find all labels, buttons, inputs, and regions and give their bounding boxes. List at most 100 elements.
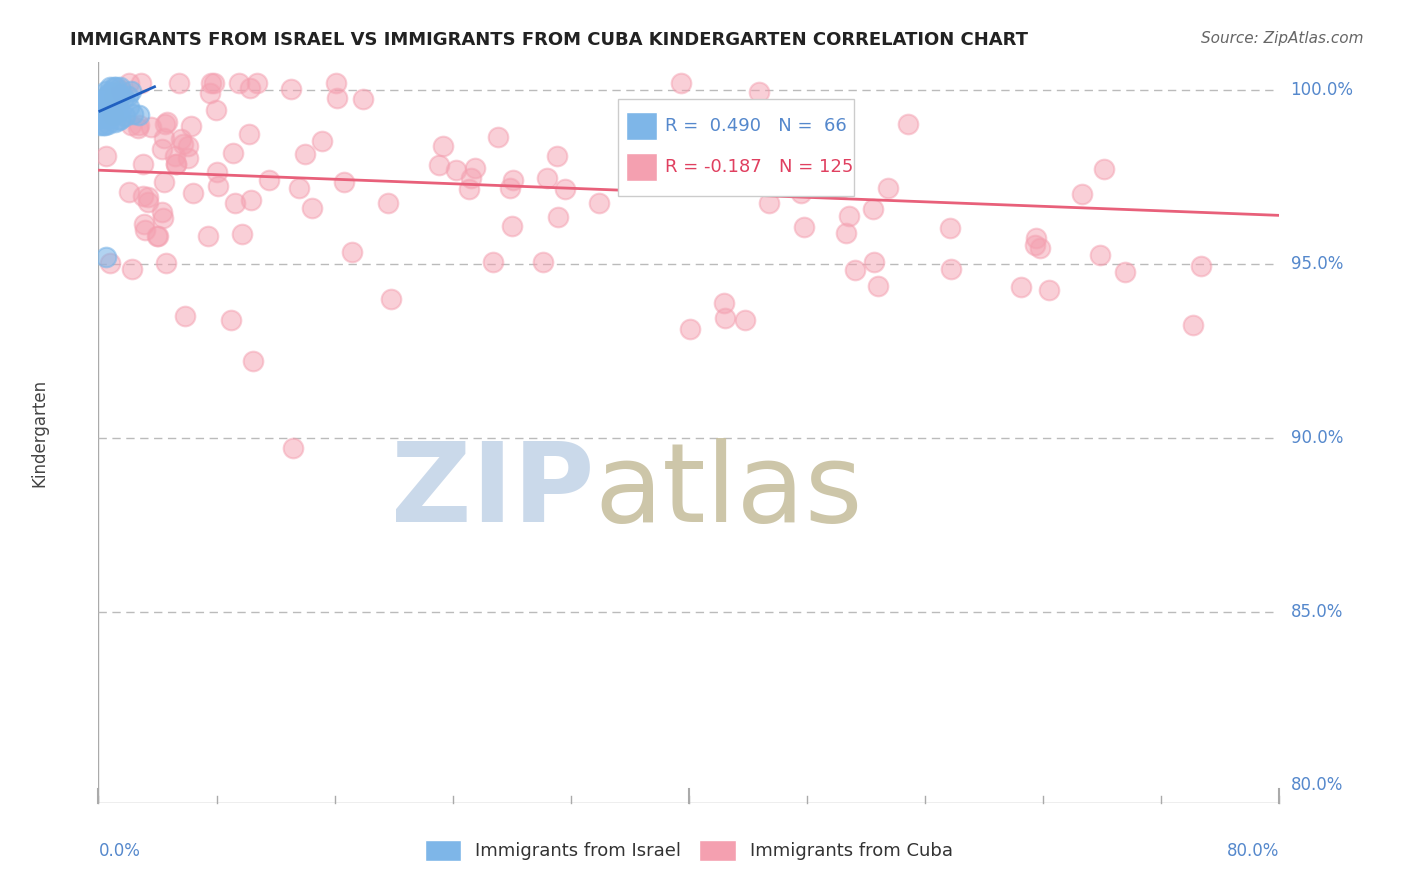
Point xyxy=(380,292,402,306)
Point xyxy=(94,250,117,264)
Point xyxy=(207,164,229,178)
Point xyxy=(91,95,114,110)
Point xyxy=(200,76,222,90)
Point xyxy=(93,93,115,107)
Point xyxy=(547,210,569,224)
Text: 80.0%: 80.0% xyxy=(1291,776,1343,795)
Point xyxy=(713,296,735,310)
Point xyxy=(131,189,153,203)
Point xyxy=(150,205,173,219)
Point xyxy=(1088,248,1111,262)
Point xyxy=(294,147,316,161)
Point xyxy=(101,108,124,122)
Point xyxy=(939,262,962,277)
Point xyxy=(174,309,197,323)
Point xyxy=(97,117,120,131)
Point xyxy=(101,87,124,101)
Point xyxy=(758,195,780,210)
FancyBboxPatch shape xyxy=(626,112,657,140)
Point xyxy=(129,76,152,90)
Text: Source: ZipAtlas.com: Source: ZipAtlas.com xyxy=(1201,31,1364,46)
Point xyxy=(122,107,145,121)
Point xyxy=(108,89,131,103)
Point xyxy=(98,93,121,107)
Point xyxy=(89,118,111,132)
Point xyxy=(482,255,505,269)
Point xyxy=(333,175,356,189)
Point xyxy=(198,86,221,100)
Point xyxy=(98,80,121,95)
Point xyxy=(242,354,264,368)
Point xyxy=(531,255,554,269)
FancyBboxPatch shape xyxy=(619,99,855,195)
Point xyxy=(1038,283,1060,297)
Point xyxy=(180,120,202,134)
Text: IMMIGRANTS FROM ISRAEL VS IMMIGRANTS FROM CUBA KINDERGARTEN CORRELATION CHART: IMMIGRANTS FROM ISRAEL VS IMMIGRANTS FRO… xyxy=(70,31,1028,49)
Point xyxy=(141,120,163,134)
Point xyxy=(546,149,568,163)
Point xyxy=(96,95,118,109)
Point xyxy=(121,261,143,276)
Point xyxy=(98,91,121,105)
Point xyxy=(281,442,304,456)
Point xyxy=(153,118,176,132)
Point xyxy=(120,118,142,132)
Point xyxy=(90,103,112,117)
Text: atlas: atlas xyxy=(595,438,863,545)
Point xyxy=(862,254,884,268)
Text: ZIP: ZIP xyxy=(391,438,595,545)
Point xyxy=(460,171,482,186)
Point xyxy=(103,90,125,104)
Point xyxy=(96,98,118,112)
Point xyxy=(104,92,127,106)
Text: 90.0%: 90.0% xyxy=(1291,429,1343,447)
Point xyxy=(152,211,174,226)
Point xyxy=(108,79,131,94)
Point xyxy=(588,195,610,210)
Text: 85.0%: 85.0% xyxy=(1291,603,1343,621)
Point xyxy=(896,117,918,131)
Point xyxy=(108,112,131,126)
Point xyxy=(98,256,121,270)
Point xyxy=(134,218,156,232)
Point xyxy=(740,154,762,169)
Point xyxy=(1024,238,1046,252)
Text: R = -0.187   N = 125: R = -0.187 N = 125 xyxy=(665,158,853,176)
Point xyxy=(301,201,323,215)
Point xyxy=(90,95,112,109)
Point xyxy=(446,163,468,178)
Point xyxy=(136,190,159,204)
Point xyxy=(100,108,122,122)
Point xyxy=(793,219,815,234)
Point xyxy=(150,142,173,156)
Point xyxy=(101,96,124,111)
Point xyxy=(501,219,523,233)
Point xyxy=(153,174,176,188)
Point xyxy=(128,108,150,122)
Point xyxy=(669,76,692,90)
Point xyxy=(94,148,117,162)
Point xyxy=(127,121,149,136)
Point xyxy=(128,118,150,132)
Point xyxy=(108,91,131,105)
Point xyxy=(288,180,311,194)
Point xyxy=(96,111,118,125)
Point xyxy=(114,109,136,123)
Point xyxy=(835,226,858,240)
Point xyxy=(103,79,125,94)
Text: Kindergarten: Kindergarten xyxy=(31,378,48,487)
Point xyxy=(94,103,117,117)
Point xyxy=(111,86,134,100)
Point xyxy=(104,93,127,107)
Point xyxy=(153,130,176,145)
Point xyxy=(94,99,117,113)
Point xyxy=(246,76,269,90)
Point xyxy=(536,170,558,185)
Point xyxy=(100,88,122,103)
Point xyxy=(117,89,139,103)
Point xyxy=(172,136,194,151)
Point xyxy=(205,103,228,118)
Point xyxy=(94,118,117,132)
Point xyxy=(838,209,860,223)
Text: 100.0%: 100.0% xyxy=(1291,81,1354,99)
